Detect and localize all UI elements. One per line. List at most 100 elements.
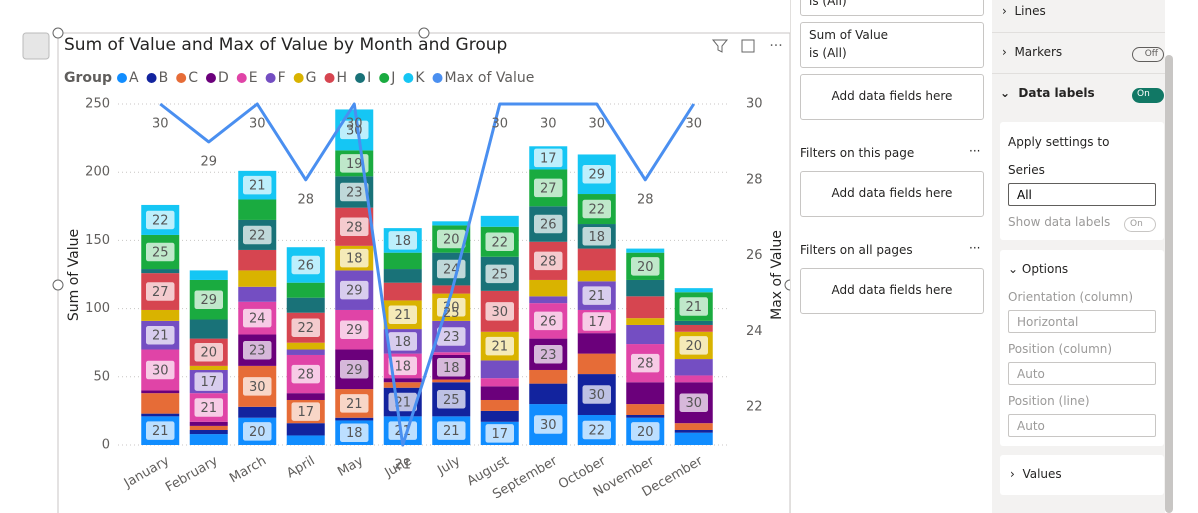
- data-label: 21: [249, 179, 266, 194]
- more-icon[interactable]: ···: [769, 38, 782, 54]
- bar-segment: [674, 359, 713, 376]
- bar-segment: [383, 282, 422, 301]
- format-pane: › Lines › Markers Off ⌄ Data labels On A…: [992, 0, 1165, 513]
- format-button[interactable]: [22, 32, 50, 60]
- data-label-box: [581, 198, 613, 220]
- legend-label: D: [218, 70, 229, 86]
- dropdown[interactable]: Horizontal: [1008, 310, 1156, 333]
- data-label: 29: [200, 293, 217, 308]
- bar-segment: [432, 352, 471, 355]
- bar-segment: [286, 342, 325, 350]
- drop-zone[interactable]: Add data fields here: [800, 171, 984, 217]
- bar-segment: [480, 410, 519, 422]
- legend-marker: [379, 73, 390, 83]
- label: Series: [1008, 163, 1045, 177]
- filter-card[interactable]: is (All): [800, 0, 984, 16]
- y-tick-label: 200: [85, 165, 110, 180]
- dropdown-value: All: [1017, 188, 1032, 202]
- bar-segment: [286, 435, 325, 445]
- data-label: 21: [346, 397, 363, 412]
- drop-zone-text: Add data fields here: [831, 186, 953, 200]
- bar-segment: [577, 353, 616, 375]
- bar-segment: [141, 390, 180, 394]
- dropdown-value: Auto: [1017, 419, 1045, 433]
- data-label-box: [338, 216, 370, 238]
- data-label-box: [532, 310, 564, 332]
- dropdown[interactable]: All: [1008, 183, 1156, 206]
- data-label: 18: [443, 361, 460, 376]
- resize-handle[interactable]: [52, 27, 64, 39]
- toggle[interactable]: On: [1132, 88, 1164, 103]
- bar-segment: [480, 378, 519, 387]
- scrollbar[interactable]: [1165, 55, 1173, 513]
- data-label-box: [629, 420, 661, 443]
- data-label: 26: [297, 258, 314, 273]
- data-label-box: [629, 352, 661, 374]
- filter-icon[interactable]: [711, 39, 729, 53]
- section-header[interactable]: ⌄ Data labels: [1000, 86, 1095, 100]
- data-label: 23: [249, 344, 266, 359]
- bar-segment: [141, 413, 180, 417]
- data-label-box: [144, 209, 176, 231]
- bar-segment: [626, 414, 665, 418]
- data-label-box: [338, 181, 370, 203]
- section-header[interactable]: › Values: [1010, 467, 1062, 481]
- legend-marker: [432, 73, 443, 83]
- bar-segment: [141, 269, 180, 274]
- line-data-label: 30: [346, 117, 363, 132]
- data-label: 24: [249, 312, 266, 327]
- section-header[interactable]: › Markers: [1002, 45, 1063, 59]
- bar-segment: [189, 421, 228, 426]
- data-label: 30: [685, 396, 702, 411]
- resize-handle[interactable]: [418, 27, 430, 39]
- data-label: 23: [540, 348, 557, 363]
- drop-zone[interactable]: Add data fields here: [800, 74, 984, 120]
- data-label-box: [338, 318, 370, 341]
- legend-marker: [324, 73, 335, 83]
- more-icon[interactable]: ···: [969, 144, 981, 158]
- filter-card[interactable]: Sum of Value is (All): [800, 22, 984, 68]
- data-label-box: [144, 419, 176, 442]
- bar-segment: [286, 297, 325, 313]
- data-label-box: [387, 229, 419, 252]
- bar-segment: [674, 423, 713, 430]
- bar-segment: [674, 375, 713, 383]
- section-header[interactable]: › Lines: [1002, 4, 1046, 18]
- data-label: 17: [491, 427, 508, 442]
- filters-pane: is (All) Sum of Value is (All) Add data …: [790, 0, 993, 513]
- data-label-box: [435, 356, 467, 379]
- y2-tick-label: 26: [746, 248, 763, 263]
- data-label: 20: [249, 425, 266, 440]
- dropdown[interactable]: Auto: [1008, 362, 1156, 385]
- data-label: 30: [588, 388, 605, 403]
- section-header[interactable]: ⌄ Options: [1008, 262, 1069, 276]
- legend-title: Group: [64, 70, 112, 86]
- data-label-box: [532, 413, 564, 436]
- line-data-label: 30: [588, 117, 605, 132]
- drop-zone[interactable]: Add data fields here: [800, 268, 984, 314]
- resize-handle[interactable]: [52, 279, 64, 291]
- dropdown[interactable]: Auto: [1008, 414, 1156, 437]
- y-tick-label: 0: [102, 438, 110, 453]
- data-label-box: [338, 421, 370, 444]
- data-label-box: [532, 147, 564, 169]
- more-icon[interactable]: ···: [969, 241, 981, 255]
- filter-card-sub: is (All): [809, 0, 847, 8]
- focus-icon[interactable]: [741, 39, 755, 53]
- data-label: 18: [394, 234, 411, 249]
- bar-segment: [674, 324, 713, 332]
- data-label: 18: [394, 359, 411, 374]
- data-label: 17: [540, 151, 557, 166]
- y-tick-label: 50: [93, 369, 110, 384]
- settings-card: Apply settings to Series All Show data l…: [1000, 122, 1164, 240]
- toggle[interactable]: Off: [1132, 47, 1164, 62]
- data-label: 29: [346, 323, 363, 338]
- bar-segment: [577, 333, 616, 354]
- y-tick-label: 250: [85, 97, 110, 112]
- toggle[interactable]: On: [1124, 217, 1156, 232]
- data-label-box: [581, 419, 613, 441]
- bar-segment: [480, 386, 519, 400]
- data-label: 17: [588, 315, 605, 330]
- resize-handle[interactable]: [784, 279, 790, 291]
- legend-marker: [236, 73, 247, 83]
